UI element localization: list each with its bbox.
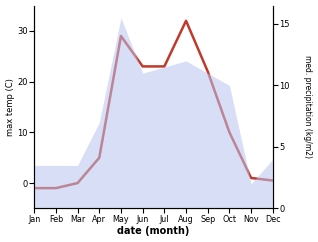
Y-axis label: max temp (C): max temp (C)	[5, 78, 15, 136]
X-axis label: date (month): date (month)	[117, 227, 190, 236]
Y-axis label: med. precipitation (kg/m2): med. precipitation (kg/m2)	[303, 55, 313, 159]
